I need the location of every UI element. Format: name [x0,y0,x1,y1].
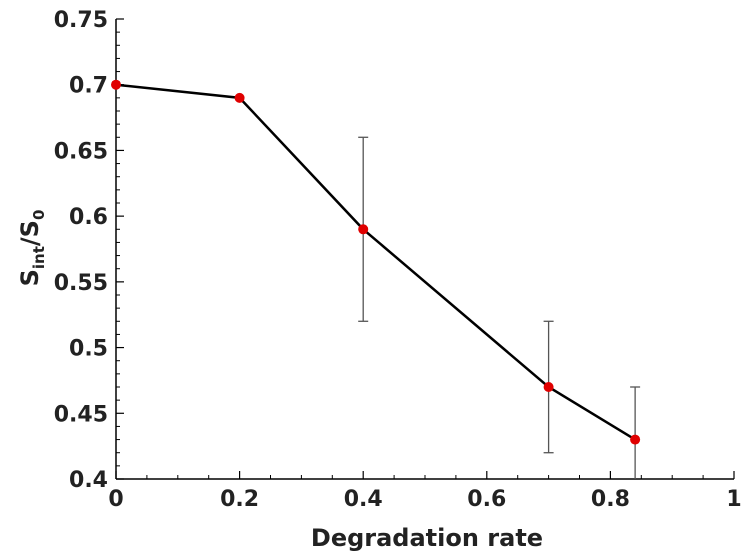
tick-labels: 0.4 0.45 0.5 0.55 0.6 0.65 0.7 0.75 0 0.2 0.4 0.6 0.… [54,8,741,512]
axis-ticks [115,18,735,480]
data-markers [111,79,641,445]
x-tick-label: 0.8 [591,487,630,512]
data-series [115,83,636,441]
y-tick-label: 0.75 [54,8,108,33]
series-line [115,83,636,441]
y-tick-label: 0.55 [54,271,108,296]
x-tick-label: 0 [108,487,123,512]
y-tick-label: 0.7 [69,74,108,99]
y-tick-label: 0.45 [54,402,108,427]
y-label-sub1: int [30,246,48,269]
x-axis-label: Degradation rate [311,524,543,552]
x-tick-label: 0.2 [220,487,259,512]
data-point [543,382,554,392]
y-tick-label: 0.6 [69,205,108,230]
y-tick-label: 0.65 [54,139,108,164]
data-point [630,434,641,445]
data-point [358,224,369,235]
x-tick-label: 0.6 [467,487,506,512]
y-label-sub2: 0 [30,210,48,220]
axes [115,19,734,480]
x-tick-label: 0.4 [344,487,383,512]
data-point [234,92,245,103]
error-bar [630,386,641,479]
data-point [111,79,121,90]
y-axis-label: Sint/S0 [16,210,48,287]
error-bars [358,136,641,479]
y-label-main: S [16,269,44,286]
x-tick-label: 1 [726,487,741,512]
y-label-slash: /S [16,220,44,246]
y-tick-label: 0.4 [69,468,108,493]
y-tick-label: 0.5 [69,337,108,362]
